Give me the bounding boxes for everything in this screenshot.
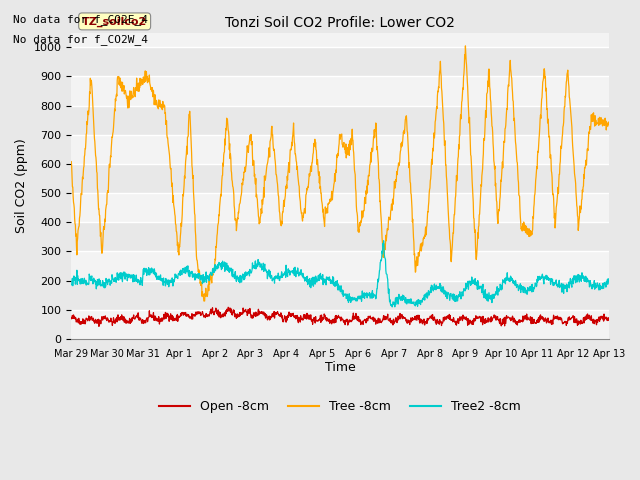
Text: TZ_soilco2: TZ_soilco2 xyxy=(82,16,147,26)
Title: Tonzi Soil CO2 Profile: Lower CO2: Tonzi Soil CO2 Profile: Lower CO2 xyxy=(225,16,455,30)
Tree -8cm xyxy=(605,121,612,127)
Tree2 -8cm xyxy=(67,282,75,288)
Bar xyxy=(71,18,609,47)
Tree2 -8cm xyxy=(605,279,612,285)
Tree -8cm xyxy=(495,211,502,217)
Bar xyxy=(71,252,609,281)
Tree2 -8cm xyxy=(424,292,432,298)
Tree2 -8cm xyxy=(495,286,502,291)
Open -8cm xyxy=(188,314,195,320)
Bar xyxy=(71,310,609,339)
Open -8cm xyxy=(174,315,182,321)
Tree2 -8cm xyxy=(542,275,550,281)
Tree -8cm xyxy=(461,43,469,49)
Open -8cm xyxy=(95,324,103,329)
Open -8cm xyxy=(605,317,612,323)
X-axis label: Time: Time xyxy=(324,361,355,374)
Tree2 -8cm xyxy=(187,270,195,276)
Line: Open -8cm: Open -8cm xyxy=(71,307,609,326)
Tree -8cm xyxy=(174,240,182,245)
Open -8cm xyxy=(495,317,502,323)
Tree -8cm xyxy=(67,159,75,165)
Open -8cm xyxy=(67,315,75,321)
Open -8cm xyxy=(424,315,432,321)
Tree -8cm xyxy=(424,209,431,215)
Open -8cm xyxy=(248,312,255,318)
Bar xyxy=(71,193,609,222)
Line: Tree -8cm: Tree -8cm xyxy=(71,46,609,301)
Tree2 -8cm xyxy=(380,238,387,244)
Tree2 -8cm xyxy=(174,276,182,281)
Tree2 -8cm xyxy=(247,270,255,276)
Y-axis label: Soil CO2 (ppm): Soil CO2 (ppm) xyxy=(15,138,28,233)
Line: Tree2 -8cm: Tree2 -8cm xyxy=(71,241,609,307)
Tree -8cm xyxy=(542,88,550,94)
Tree -8cm xyxy=(187,129,195,134)
Tree -8cm xyxy=(200,298,208,304)
Open -8cm xyxy=(225,304,232,310)
Text: No data for f_CO2E_4: No data for f_CO2E_4 xyxy=(13,14,148,25)
Open -8cm xyxy=(542,316,550,322)
Tree -8cm xyxy=(248,142,255,147)
Tree2 -8cm xyxy=(388,304,396,310)
Legend: Open -8cm, Tree -8cm, Tree2 -8cm: Open -8cm, Tree -8cm, Tree2 -8cm xyxy=(154,396,526,419)
Bar xyxy=(71,76,609,106)
Text: No data for f_CO2W_4: No data for f_CO2W_4 xyxy=(13,34,148,45)
Bar xyxy=(71,135,609,164)
